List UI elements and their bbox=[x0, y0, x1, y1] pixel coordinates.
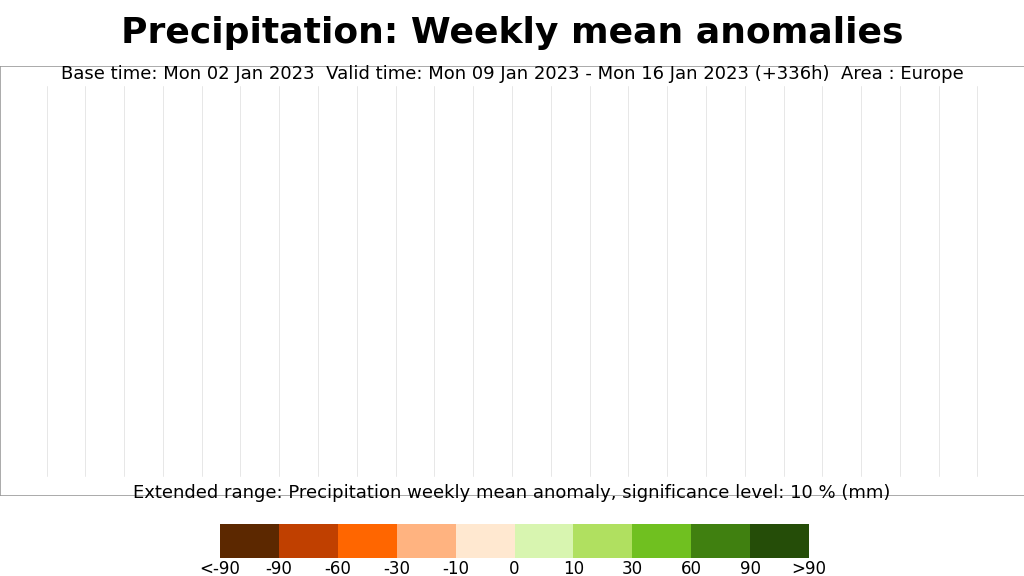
Bar bbox=[691, 524, 750, 558]
Text: -90: -90 bbox=[265, 560, 293, 576]
Text: 90: 90 bbox=[739, 560, 761, 576]
Bar bbox=[573, 524, 632, 558]
Bar bbox=[632, 524, 691, 558]
Text: 60: 60 bbox=[681, 560, 701, 576]
Text: Base time: Mon 02 Jan 2023  Valid time: Mon 09 Jan 2023 - Mon 16 Jan 2023 (+336h: Base time: Mon 02 Jan 2023 Valid time: M… bbox=[60, 65, 964, 82]
Text: 10: 10 bbox=[563, 560, 584, 576]
Text: -60: -60 bbox=[325, 560, 351, 576]
Bar bbox=[750, 524, 809, 558]
Bar bbox=[220, 524, 279, 558]
Text: 30: 30 bbox=[622, 560, 643, 576]
Bar bbox=[279, 524, 338, 558]
Text: Extended range: Precipitation weekly mean anomaly, significance level: 10 % (mm): Extended range: Precipitation weekly mea… bbox=[133, 484, 891, 502]
Bar bbox=[456, 524, 514, 558]
Bar bbox=[396, 524, 456, 558]
Text: <-90: <-90 bbox=[200, 560, 241, 576]
Text: -10: -10 bbox=[442, 560, 469, 576]
Bar bbox=[338, 524, 396, 558]
Text: -30: -30 bbox=[383, 560, 411, 576]
Text: 0: 0 bbox=[509, 560, 520, 576]
Bar bbox=[514, 524, 573, 558]
Text: Precipitation: Weekly mean anomalies: Precipitation: Weekly mean anomalies bbox=[121, 16, 903, 50]
Text: >90: >90 bbox=[792, 560, 826, 576]
